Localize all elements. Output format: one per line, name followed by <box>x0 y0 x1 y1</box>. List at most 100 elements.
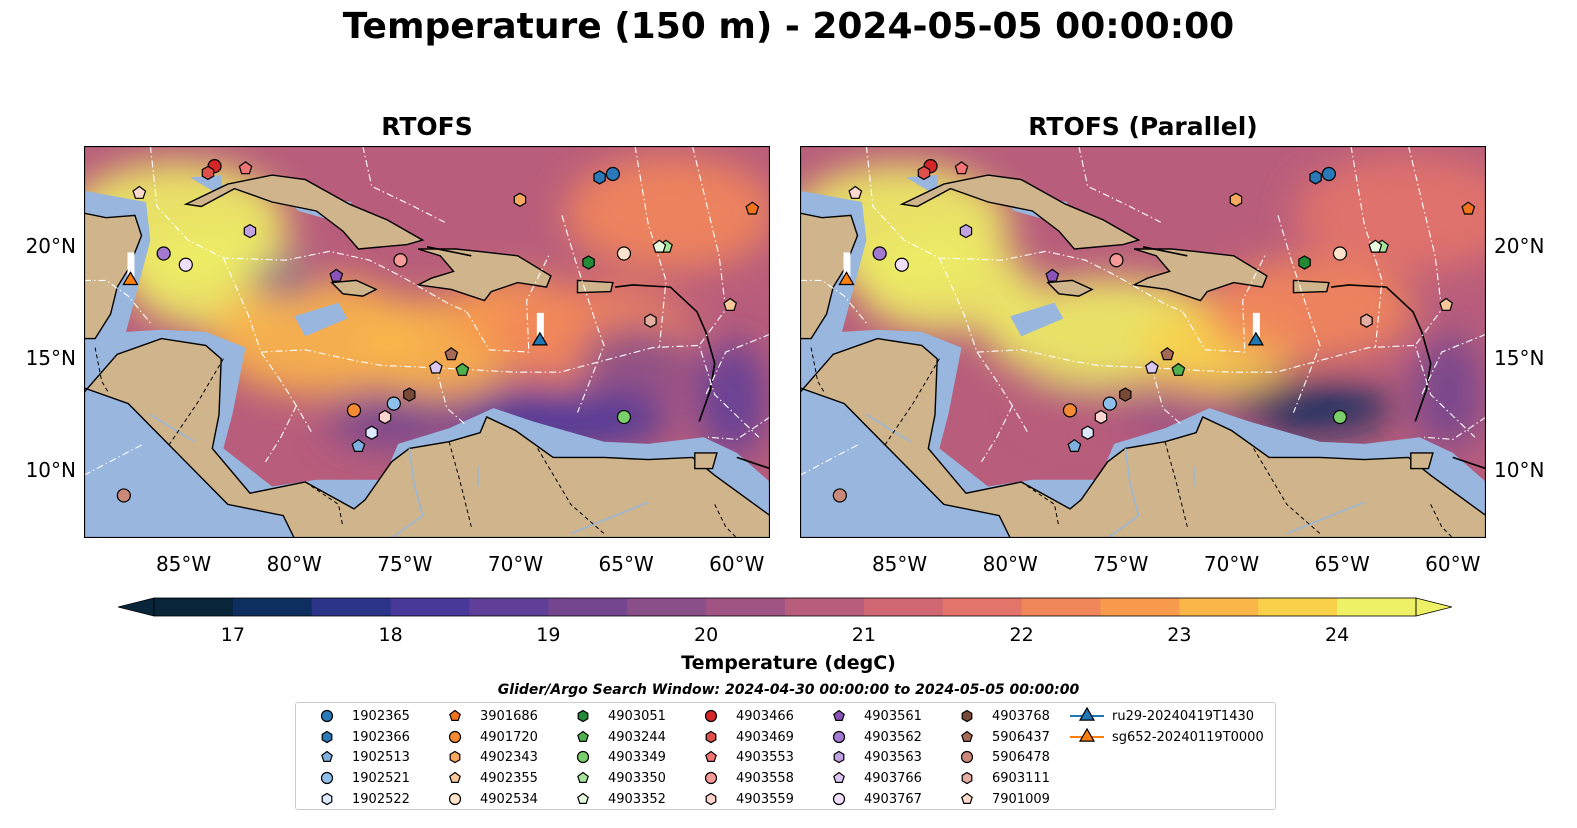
marker-4902534 <box>1332 246 1348 261</box>
x-tick-label: 80°W <box>982 552 1038 576</box>
country-border <box>883 358 940 447</box>
x-tick-label: 80°W <box>266 552 322 576</box>
land <box>899 174 1141 250</box>
glider-track <box>1252 312 1260 337</box>
country-border <box>1430 504 1454 538</box>
marker-4903563 <box>959 223 973 239</box>
colorbar-segment <box>548 598 628 616</box>
colorbar-segment <box>232 598 313 616</box>
legend-label: 4903562 <box>864 729 922 745</box>
legend-label: 1902522 <box>352 791 410 807</box>
eez-boundary <box>634 146 667 348</box>
marker-4901720 <box>346 403 362 418</box>
marker-4903766 <box>1144 360 1159 374</box>
legend-label: 6903111 <box>992 771 1050 787</box>
x-tick-label: 75°W <box>377 552 433 576</box>
country-border <box>94 347 109 393</box>
coastline <box>1331 284 1432 422</box>
colorbar-segment <box>154 598 234 616</box>
colorbar-segment <box>942 598 1023 616</box>
colorbar-segment <box>469 598 549 616</box>
legend-label: 4902355 <box>480 771 538 787</box>
colorbar-tick-label: 22 <box>1009 624 1034 646</box>
eez-boundary <box>222 257 313 433</box>
marker-legend-5906437 <box>961 730 973 742</box>
legend-label: 4903466 <box>736 709 794 724</box>
marker-legend-3901686 <box>449 709 461 721</box>
land <box>1131 248 1268 302</box>
marker-legend-4903553 <box>705 751 717 763</box>
marker-1902522 <box>1081 425 1094 440</box>
marker-legend-4903352 <box>577 792 589 804</box>
colorbar-segment <box>1021 598 1102 616</box>
map-frame <box>800 146 1486 538</box>
marker-4903768 <box>403 387 416 402</box>
marker-sg652-20240119T0000 <box>838 271 855 286</box>
country-border <box>714 504 738 538</box>
colorbar-segment <box>1258 598 1338 616</box>
y-tick-label: 20°N <box>1494 233 1545 258</box>
eez-boundary <box>705 333 770 395</box>
legend-label: 1902365 <box>352 709 410 724</box>
marker-legend-4903558 <box>704 771 718 785</box>
eez-boundary <box>265 405 297 463</box>
colorbar-label: Temperature (degC) <box>681 652 896 674</box>
x-tick-label: 65°W <box>598 552 654 576</box>
marker-4903352 <box>1368 239 1383 253</box>
colorbar-extend-low <box>118 597 155 617</box>
x-tick-label: 60°W <box>709 552 765 576</box>
land <box>576 279 614 294</box>
marker-5906478 <box>116 488 131 503</box>
river <box>570 501 649 535</box>
legend-label: 7901009 <box>992 791 1050 807</box>
colorbar-segment <box>1179 598 1259 616</box>
marker-legend-1902521 <box>320 771 334 785</box>
eez-boundary <box>691 146 760 438</box>
marker-4903553 <box>238 161 253 175</box>
coastline <box>1452 456 1486 470</box>
eez-boundary <box>362 146 445 223</box>
marker-legend-1902513 <box>321 751 333 763</box>
colorbar-tick-label: 21 <box>851 624 876 646</box>
coastline <box>736 456 770 470</box>
colorbar-outline <box>153 597 1417 617</box>
colorbar-tick-label: 24 <box>1325 624 1350 646</box>
marker-4903767 <box>894 257 909 272</box>
legend-label: 4903553 <box>736 750 794 766</box>
marker-1902513 <box>1067 438 1082 452</box>
marker-legend-4903766 <box>833 771 845 784</box>
legend-label: 4903051 <box>608 709 666 724</box>
legend-label: 4903558 <box>736 771 794 787</box>
marker-4903469 <box>917 165 931 181</box>
marker-legend-4903563 <box>833 751 845 764</box>
marker-1902366 <box>593 170 606 185</box>
map-rtofs <box>84 146 770 538</box>
x-tick-label: 65°W <box>1314 552 1370 576</box>
x-tick-label: 60°W <box>1425 552 1481 576</box>
eez-boundary <box>800 279 867 324</box>
legend-label: sg652-20240119T0000 <box>1112 729 1264 745</box>
marker-4903244 <box>455 362 470 376</box>
marker-4903558 <box>393 253 408 268</box>
marker-legend-4903350 <box>577 771 589 784</box>
eez-boundary <box>707 416 770 440</box>
eez-boundary <box>84 443 144 476</box>
marker-6903111 <box>644 313 657 328</box>
eez-boundary <box>865 146 1184 313</box>
colorbar-extend-high <box>1415 597 1452 617</box>
colorbar-segment <box>390 598 471 616</box>
colorbar-tick-label: 20 <box>694 624 719 646</box>
legend-label: 4901720 <box>480 729 538 745</box>
marker-1902521 <box>1102 396 1117 411</box>
marker-legend-4903466 <box>704 709 718 723</box>
marker-legend-1902522 <box>321 792 333 805</box>
colorbar-segment <box>706 598 786 616</box>
x-tick-label: 70°W <box>487 552 544 576</box>
marker-4903559 <box>378 409 392 425</box>
land <box>1292 279 1330 294</box>
legend-label: 4903766 <box>864 771 922 787</box>
land <box>1410 452 1434 470</box>
marker-4903561 <box>1045 268 1060 282</box>
colorbar <box>118 597 1452 617</box>
y-tick-label: 10°N <box>1494 457 1545 482</box>
